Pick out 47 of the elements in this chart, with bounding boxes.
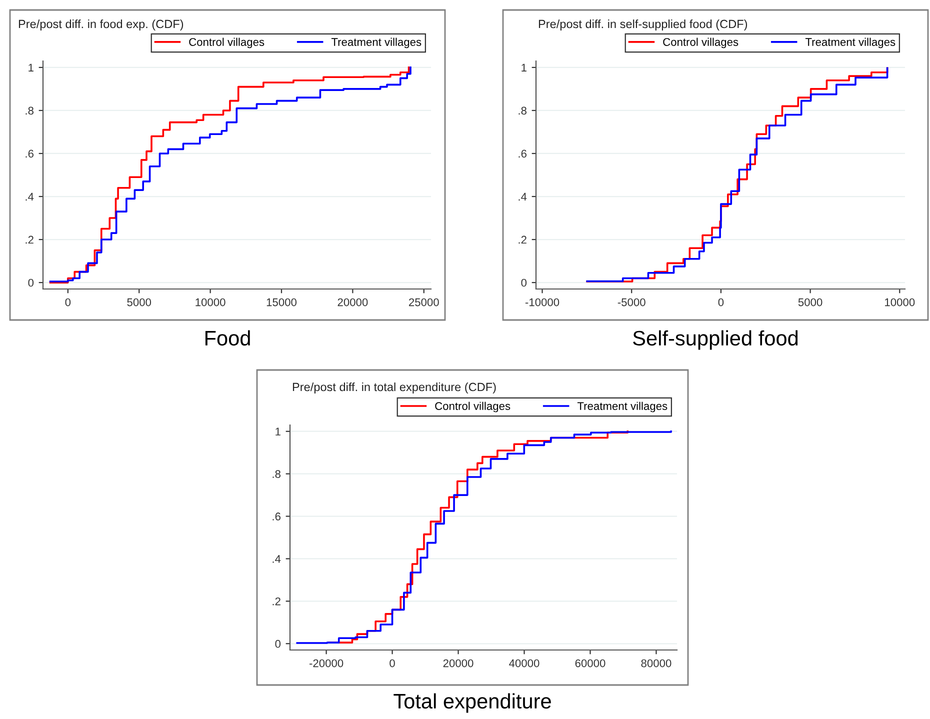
y-tick-label: 0: [28, 278, 34, 287]
y-tick-label: .2: [26, 236, 34, 244]
x-tick-label: 25000: [408, 298, 439, 306]
chart-title: Pre/post diff. in total expenditure (CDF): [292, 382, 496, 394]
y-tick-label: .2: [272, 597, 280, 606]
y-tick-label: 1: [28, 64, 34, 72]
x-tick-label: 0: [718, 298, 724, 306]
text: Food: [205, 330, 250, 346]
legend-label: Control villages: [435, 402, 510, 412]
y-tick-label: .4: [272, 555, 281, 563]
y-tick-label: .4: [518, 192, 527, 201]
x-tick-label: 60000: [575, 659, 606, 668]
x-tick-label: 15000: [266, 298, 297, 306]
x-tick-label: 0: [390, 659, 395, 668]
legend-label: Control villages: [663, 38, 738, 48]
y-tick-label: .8: [518, 106, 526, 115]
legend-label: Treatment villages: [577, 402, 668, 412]
y-tick-label: .6: [26, 150, 34, 158]
text: Self-supplied food: [633, 330, 798, 350]
x-tick-label: 20000: [338, 298, 368, 306]
x-tick-label: -10000: [525, 298, 560, 306]
x-tick-label: 10000: [196, 298, 226, 306]
y-tick-label: .8: [26, 106, 34, 115]
x-tick-label: 20000: [443, 659, 474, 668]
x-tick-label: 40000: [509, 659, 540, 668]
x-tick-label: -20000: [309, 659, 344, 668]
x-tick-label: 0: [65, 298, 71, 306]
legend-label: Control villages: [189, 38, 264, 48]
x-tick-label: 10000: [885, 298, 915, 306]
legend-label: Treatment villages: [805, 38, 896, 48]
y-tick-label: 0: [521, 278, 527, 287]
y-tick-label: .4: [26, 192, 34, 201]
chart-title: Pre/post diff. in self-supplied food (CDF): [538, 20, 748, 30]
legend-label: Treatment villages: [331, 38, 422, 48]
y-tick-label: .2: [518, 236, 526, 244]
y-tick-label: .6: [272, 512, 280, 520]
text: Total expenditure: [394, 693, 551, 713]
y-tick-label: .6: [518, 150, 526, 158]
x-tick-label: 5000: [127, 298, 152, 306]
y-tick-label: 0: [275, 640, 281, 648]
x-tick-label: -5000: [618, 298, 646, 306]
y-tick-label: .8: [272, 470, 280, 478]
x-tick-label: 80000: [641, 659, 672, 668]
x-tick-label: 5000: [798, 298, 822, 306]
y-tick-label: 1: [276, 428, 280, 436]
chart-title: Pre/post diff. in food exp. (CDF): [18, 20, 184, 30]
y-tick-label: 1: [522, 64, 526, 72]
